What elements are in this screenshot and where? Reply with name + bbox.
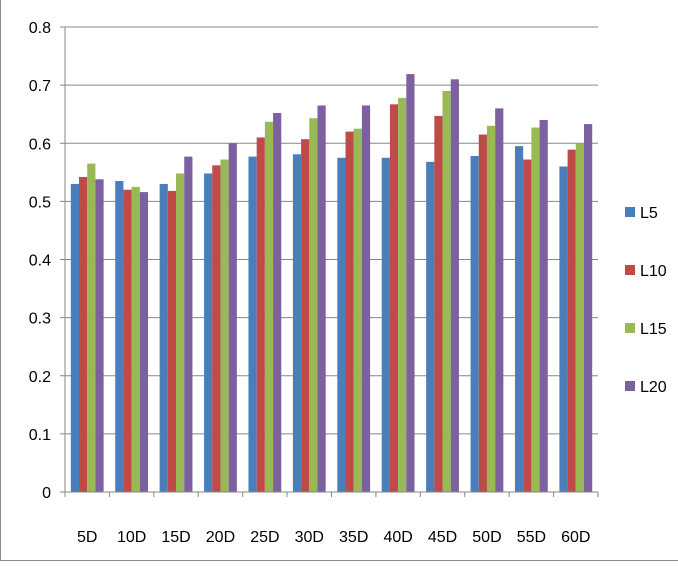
legend: L5 L10 L15 L20 (625, 205, 667, 396)
bar-l15-5d (87, 163, 96, 492)
bar-l5-35d (337, 157, 346, 492)
legend-label-l15: L15 (640, 321, 667, 338)
legend-swatch-l10 (625, 265, 635, 275)
bar-l20-5d (95, 179, 104, 492)
bar-l10-45d (434, 115, 443, 493)
legend-label-l20: L20 (640, 379, 667, 396)
y-tick-label: 0.6 (29, 136, 51, 153)
bar-l10-30d (301, 139, 310, 492)
x-tick-label: 25D (250, 529, 279, 546)
bar-l10-15d (167, 190, 177, 492)
bar-l15-20d (220, 159, 229, 492)
bar-l15-55d (531, 127, 540, 493)
bar-l20-15d (184, 156, 193, 492)
x-tick-label: 5D (77, 529, 97, 546)
x-tick-label: 55D (517, 529, 546, 546)
legend-swatch-l20 (625, 381, 635, 391)
bar-l10-50d (478, 134, 487, 492)
bar-l10-40d (389, 104, 399, 493)
bar-l5-40d (381, 157, 390, 492)
bar-l15-60d (575, 143, 584, 492)
bar-l20-35d (361, 105, 371, 492)
bar-l15-25d (264, 121, 274, 493)
bar-l10-20d (212, 165, 221, 492)
bar-l5-45d (426, 161, 435, 492)
gridlines (65, 26, 598, 435)
x-tick-label: 35D (339, 529, 368, 546)
bar-l20-45d (450, 79, 459, 492)
y-tick-label: 0 (42, 485, 51, 502)
bar-l20-60d (583, 124, 593, 492)
y-tick-label: 0.3 (29, 311, 51, 328)
bar-l10-60d (567, 149, 576, 493)
bar-l20-30d (317, 105, 326, 492)
bars (70, 74, 593, 493)
legend-swatch-l15 (625, 323, 635, 333)
x-tick-label: 50D (472, 529, 501, 546)
y-tick-label: 0.2 (29, 369, 51, 386)
bar-l15-30d (309, 118, 318, 492)
bar-l10-10d (123, 189, 132, 492)
bar-l20-55d (539, 120, 548, 492)
bar-l20-10d (139, 192, 149, 492)
x-tick-label: 20D (206, 529, 235, 546)
bar-l10-55d (523, 159, 532, 492)
bar-l5-55d (514, 146, 524, 492)
bar-l5-5d (70, 183, 80, 492)
x-tick-label: 15D (161, 529, 190, 546)
y-tick-labels: 0 0.1 0.2 0.3 0.4 0.5 0.6 0.7 0.8 (29, 20, 51, 502)
bar-l20-50d (495, 108, 504, 492)
x-tick-label: 60D (561, 529, 590, 546)
bar-l15-50d (486, 125, 496, 492)
bar-l20-20d (228, 143, 237, 492)
axes (60, 26, 599, 497)
x-tick-labels: 5D 10D 15D 20D 25D 30D 35D 40D 45D 50D 55D 60D (77, 529, 590, 546)
bar-l5-50d (470, 156, 479, 492)
legend-label-l5: L5 (640, 205, 658, 222)
bar-l5-15d (159, 183, 168, 492)
y-tick-label: 0.8 (29, 20, 51, 37)
x-tick-label: 40D (383, 529, 412, 546)
bar-l5-20d (204, 173, 213, 492)
bar-l10-35d (345, 131, 354, 492)
x-tick-label: 10D (117, 529, 146, 546)
x-tick-label: 45D (428, 529, 457, 546)
bar-l15-45d (442, 90, 451, 492)
legend-label-l10: L10 (640, 263, 667, 280)
x-tick-label: 30D (295, 529, 324, 546)
bar-l15-40d (398, 97, 407, 492)
bar-l5-30d (292, 154, 302, 492)
bar-l15-15d (176, 173, 185, 492)
y-tick-label: 0.5 (29, 194, 51, 211)
bar-l20-40d (406, 74, 415, 493)
y-tick-label: 0.4 (29, 253, 51, 270)
bar-l15-10d (131, 186, 140, 492)
bar-l20-25d (273, 113, 282, 493)
bar-l5-60d (559, 166, 568, 492)
bar-l5-10d (115, 181, 124, 492)
legend-swatch-l5 (625, 207, 635, 217)
bar-l10-25d (256, 137, 265, 492)
bar-l5-25d (248, 156, 257, 492)
y-tick-label: 0.1 (29, 427, 51, 444)
y-tick-label: 0.7 (29, 78, 51, 95)
bar-l10-5d (79, 176, 88, 492)
bar-l15-35d (353, 128, 362, 492)
